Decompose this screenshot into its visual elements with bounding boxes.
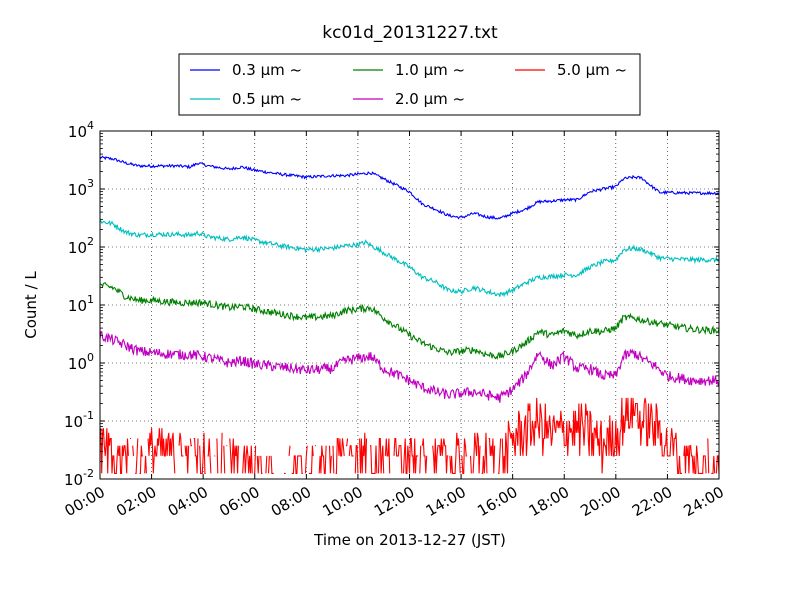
legend-box [178,53,641,116]
legend-label: 2.0 μm ~ [395,90,465,108]
x-tick-label: 20:00 [577,483,623,520]
x-tick-label: 14:00 [423,483,469,520]
y-tick-label: 102 [68,235,94,257]
series-line [99,281,720,360]
y-tick-label: 104 [68,119,94,141]
legend: 0.3 μm ~ 0.5 μm ~ 1.0 μm ~ 2.0 μm ~ 5.0 μm ~ [178,53,641,116]
series-line [99,219,720,298]
y-tick-label: 100 [68,351,94,373]
x-tick-label: 08:00 [268,483,314,520]
legend-label: 0.3 μm ~ [232,61,302,79]
x-tick-label: 02:00 [113,483,159,520]
y-axis-label: Count / L [22,271,40,339]
y-tick-label: 103 [68,177,94,199]
series-line [99,330,720,403]
legend-label: 5.0 μm ~ [557,61,627,79]
series-line [99,155,720,220]
y-ticks: 10-2 10-1 100 101 102 103 104 [64,119,719,489]
series-layer [99,155,720,474]
series-line [99,397,720,474]
y-tick-label: 101 [68,293,94,315]
x-tick-label: 10:00 [319,483,365,520]
x-tick-label: 22:00 [629,483,675,520]
chart-title: kc01d_20131227.txt [322,23,498,43]
legend-label: 0.5 μm ~ [232,90,302,108]
x-tick-label: 16:00 [474,483,520,520]
x-tick-label: 18:00 [526,483,572,520]
x-tick-label: 06:00 [216,483,262,520]
x-axis-label: Time on 2013-12-27 (JST) [313,531,506,549]
y-tick-label: 10-2 [64,467,94,489]
x-tick-label: 04:00 [165,483,211,520]
legend-label: 1.0 μm ~ [395,61,465,79]
x-tick-label: 24:00 [681,483,727,520]
x-tick-label: 12:00 [371,483,417,520]
y-tick-label: 10-1 [64,409,94,431]
